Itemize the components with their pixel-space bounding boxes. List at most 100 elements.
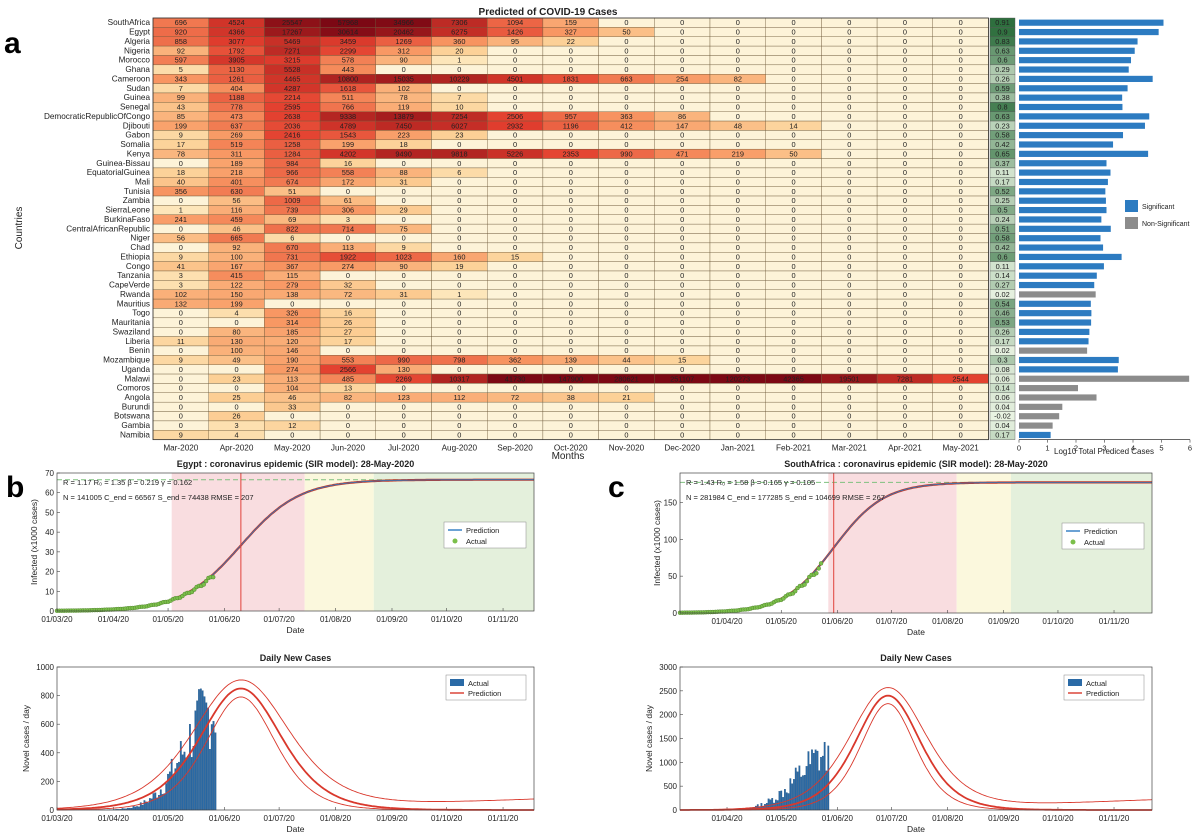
cell-value: 0 bbox=[791, 309, 795, 318]
cell-value: 0 bbox=[736, 177, 740, 186]
month-tick-label: Sep-2020 bbox=[497, 444, 533, 453]
cell-value: 0 bbox=[569, 159, 573, 168]
country-label: DemocraticRepublicOfCongo bbox=[44, 112, 150, 121]
cell-value: 2036 bbox=[284, 121, 300, 130]
cell-value: 0 bbox=[791, 224, 795, 233]
cell-value: 0 bbox=[402, 234, 406, 243]
cell-value: 0 bbox=[680, 215, 684, 224]
cell-value: 0 bbox=[736, 206, 740, 215]
cell-value: 0 bbox=[847, 430, 851, 439]
actual-bar bbox=[210, 724, 213, 811]
cell-value: 0 bbox=[569, 56, 573, 65]
cell-value: 123 bbox=[397, 393, 409, 402]
country-label: CentralAfricanRepublic bbox=[66, 224, 150, 233]
cell-value: 0 bbox=[959, 421, 963, 430]
cell-value: 86 bbox=[678, 112, 686, 121]
cell-value: 0 bbox=[680, 65, 684, 74]
cell-value: 3215 bbox=[284, 56, 300, 65]
cell-value: 0 bbox=[513, 56, 517, 65]
cell-value: 0 bbox=[736, 224, 740, 233]
cell-value: 0 bbox=[457, 281, 461, 290]
cell-value: 0 bbox=[680, 168, 684, 177]
r2-value: 0.6 bbox=[997, 252, 1007, 261]
cell-value: 0 bbox=[847, 37, 851, 46]
r2-value: 0.65 bbox=[995, 149, 1009, 158]
log10-bar bbox=[1019, 85, 1128, 92]
cell-value: 0 bbox=[959, 271, 963, 280]
cell-value: 0 bbox=[346, 412, 350, 421]
cell-value: 0 bbox=[959, 318, 963, 327]
cell-value: 0 bbox=[847, 290, 851, 299]
cell-value: 0 bbox=[791, 84, 795, 93]
cell-value: 112 bbox=[453, 393, 465, 402]
cell-value: 0 bbox=[569, 252, 573, 261]
month-tick-label: Oct-2020 bbox=[554, 444, 588, 453]
cell-value: 0 bbox=[513, 281, 517, 290]
country-label: Angola bbox=[125, 393, 151, 402]
log10-bar bbox=[1019, 356, 1119, 364]
cell-value: 0 bbox=[624, 46, 628, 55]
r2-value: 0.06 bbox=[995, 393, 1009, 402]
cell-value: 130 bbox=[230, 337, 242, 346]
cell-value: 0 bbox=[569, 281, 573, 290]
cell-value: 0 bbox=[234, 365, 238, 374]
cell-value: 485 bbox=[342, 374, 354, 383]
cell-value: 0 bbox=[513, 93, 517, 102]
actual-bar bbox=[172, 775, 175, 811]
cell-value: 0 bbox=[736, 384, 740, 393]
cell-value: 0 bbox=[513, 290, 517, 299]
cell-value: 0 bbox=[847, 421, 851, 430]
cell-value: 0 bbox=[959, 337, 963, 346]
log10-bar bbox=[1019, 310, 1092, 317]
cell-value: 0 bbox=[847, 28, 851, 37]
cell-value: 113 bbox=[342, 243, 354, 252]
cell-value: 0 bbox=[179, 393, 183, 402]
country-label: Zambia bbox=[123, 196, 151, 205]
cell-value: 2416 bbox=[284, 131, 300, 140]
actual-bar bbox=[136, 806, 138, 811]
cell-value: 412 bbox=[620, 121, 632, 130]
cell-value: 0 bbox=[736, 131, 740, 140]
cell-value: 990 bbox=[397, 356, 409, 365]
cell-value: 0 bbox=[624, 18, 628, 27]
cell-value: 0 bbox=[903, 168, 907, 177]
cell-value: 0 bbox=[959, 177, 963, 186]
cell-value: 0 bbox=[290, 412, 294, 421]
legend-label: Significant bbox=[1142, 204, 1174, 211]
actual-point bbox=[802, 582, 807, 587]
cell-value: 0 bbox=[346, 299, 350, 308]
cell-value: 0 bbox=[736, 168, 740, 177]
x-tick-label: 01/06/20 bbox=[209, 814, 241, 823]
cell-value: 0 bbox=[624, 262, 628, 271]
cell-value: 17267 bbox=[282, 28, 303, 37]
log10-bar bbox=[1019, 338, 1089, 345]
cell-value: 9 bbox=[402, 243, 406, 252]
r2-value: 0.02 bbox=[995, 346, 1009, 355]
cell-value: 0 bbox=[847, 187, 851, 196]
cell-value: 0 bbox=[736, 309, 740, 318]
log10-bar bbox=[1019, 38, 1138, 45]
cell-value: 0 bbox=[624, 365, 628, 374]
cell-value: 0 bbox=[569, 346, 573, 355]
country-label: Burundi bbox=[122, 402, 150, 411]
r2-value: 0.83 bbox=[995, 37, 1009, 46]
cell-value: 3077 bbox=[228, 37, 244, 46]
cell-value: 0 bbox=[624, 402, 628, 411]
cell-value: 99 bbox=[177, 93, 185, 102]
log10-bar bbox=[1019, 216, 1102, 223]
cell-value: 2353 bbox=[563, 149, 579, 158]
cell-value: 0 bbox=[791, 177, 795, 186]
cell-value: 0 bbox=[959, 187, 963, 196]
cell-value: 0 bbox=[903, 149, 907, 158]
y-axis-label: Novel cases / day bbox=[644, 704, 654, 772]
cell-value: 0 bbox=[847, 234, 851, 243]
x-tick-label: 01/07/20 bbox=[264, 615, 296, 624]
cell-value: 1792 bbox=[228, 46, 244, 55]
cell-value: 0 bbox=[624, 65, 628, 74]
cell-value: 241 bbox=[175, 215, 187, 224]
cell-value: 0 bbox=[959, 262, 963, 271]
x-tick-label: 01/08/20 bbox=[320, 814, 352, 823]
cell-value: 367 bbox=[286, 262, 298, 271]
cell-value: 138 bbox=[286, 290, 298, 299]
y-tick-label: 600 bbox=[41, 720, 55, 729]
